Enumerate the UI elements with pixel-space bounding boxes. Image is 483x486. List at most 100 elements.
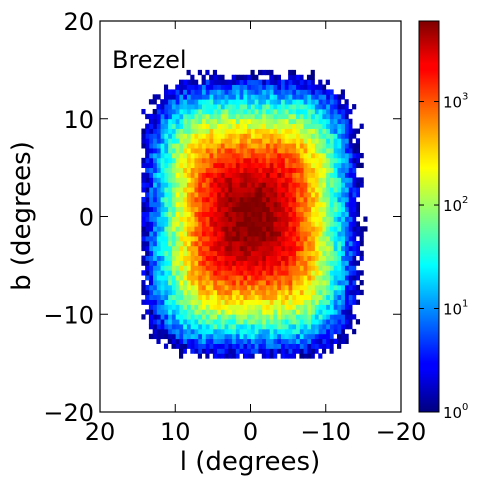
heatmap-cell-2789 (325, 108, 330, 115)
heatmap-cell-2657 (209, 123, 214, 129)
heatmap-cell-2187 (246, 162, 251, 169)
heatmap-cell-2275 (355, 152, 361, 159)
heatmap-cell-990 (163, 265, 169, 271)
heatmap-cell-1020 (265, 260, 270, 266)
heatmap-cell-717 (325, 284, 330, 291)
heatmap-cell-2618 (141, 128, 146, 134)
heatmap-cell-984 (186, 265, 191, 271)
heatmap-cell-835 (314, 275, 319, 281)
heatmap-cell-2051 (325, 172, 330, 178)
heatmap-cell-2466 (280, 138, 285, 144)
heatmap-cell-591 (148, 299, 154, 305)
heatmap-cell-614 (276, 294, 281, 300)
heatmap-cell-1293 (333, 236, 338, 242)
heatmap-cell-1432 (258, 226, 263, 232)
heatmap-cell-3037 (318, 84, 323, 90)
heatmap-cell-2448 (348, 138, 353, 144)
heatmap-cell-2633 (299, 123, 304, 129)
heatmap-cell-161 (329, 333, 334, 340)
heatmap-cell-1697 (352, 201, 357, 208)
heatmap-cell-2561 (355, 128, 361, 134)
heatmap-cell-869 (186, 275, 191, 281)
heatmap-cell-1226 (145, 245, 150, 252)
heatmap-cell-1186 (295, 245, 300, 252)
heatmap-cell-2196 (212, 162, 218, 169)
heatmap-cell-744 (224, 284, 229, 291)
heatmap-cell-233 (258, 328, 263, 335)
heatmap-cell-688 (216, 289, 221, 296)
heatmap-cell-565 (246, 299, 251, 305)
heatmap-cell-1242 (306, 240, 312, 247)
heatmap-cell-1092 (212, 255, 218, 261)
heatmap-cell-1482 (288, 221, 293, 227)
heatmap-cell-2100 (141, 172, 146, 178)
heatmap-cell-2143 (194, 167, 199, 173)
heatmap-cell-628 (224, 294, 229, 300)
heatmap-cell-58 (201, 348, 206, 354)
heatmap-cell-496 (295, 304, 300, 310)
heatmap-cell-2755 (246, 113, 251, 120)
heatmap-cell-384 (303, 314, 308, 320)
heatmap-cell-798 (239, 280, 244, 286)
heatmap-cell-94 (220, 343, 225, 349)
heatmap-cell-1989 (344, 177, 349, 183)
heatmap-cell-1955 (250, 182, 255, 188)
heatmap-cell-378 (325, 314, 330, 320)
heatmap-cell-2587 (258, 128, 263, 134)
heatmap-cell-938 (145, 270, 150, 276)
heatmap-cell-2536 (231, 133, 236, 139)
heatmap-cell-1146 (231, 250, 236, 256)
heatmap-cell-199 (186, 333, 191, 340)
heatmap-cell-1794 (201, 196, 206, 203)
heatmap-cell-1717 (276, 201, 281, 208)
heatmap-cell-2710 (216, 118, 221, 125)
heatmap-cell-2942 (333, 94, 338, 100)
heatmap-cell-52 (224, 348, 229, 354)
heatmap-cell-1732 (220, 201, 225, 208)
heatmap-cell-2849 (303, 104, 308, 110)
heatmap-cell-1671 (231, 206, 236, 213)
heatmap-cell-114 (325, 338, 330, 344)
heatmap-cell-1133 (280, 250, 285, 256)
heatmap-cell-2729 (344, 113, 349, 120)
heatmap-cell-2581 (280, 128, 285, 134)
heatmap-cell-1801 (175, 196, 180, 203)
heatmap-cell-1800 (179, 196, 184, 203)
heatmap-cell-1204 (227, 245, 233, 252)
heatmap-cell-2920 (224, 99, 229, 105)
heatmap-cell-2505 (348, 133, 353, 139)
heatmap-cell-2256 (205, 157, 210, 164)
heatmap-cell-1312 (261, 236, 266, 242)
heatmap-cell-2231 (299, 157, 304, 164)
heatmap-cell-1158 (186, 250, 191, 256)
heatmap-cell-578 (197, 299, 202, 305)
heatmap-cell-1982 (148, 182, 154, 188)
heatmap-cell-1097 (194, 255, 199, 261)
heatmap-cell-630 (216, 294, 221, 300)
heatmap-cell-1837 (258, 192, 263, 198)
heatmap-cell-989 (167, 265, 172, 271)
heatmap-cell-446 (276, 309, 281, 315)
heatmap-cell-1380 (227, 231, 233, 237)
heatmap-cell-1751 (148, 201, 154, 208)
heatmap-cell-2750 (265, 113, 270, 120)
heatmap-cell-567 (239, 299, 244, 305)
heatmap-cell-432 (329, 309, 334, 315)
heatmap-cell-1852 (201, 192, 206, 198)
heatmap-cell-952 (306, 265, 312, 271)
heatmap-cell-992 (156, 265, 161, 271)
heatmap-cell-128 (273, 338, 278, 344)
heatmap-cell-2776 (167, 113, 172, 120)
heatmap-cell-2175 (291, 162, 297, 169)
heatmap-cell-2504 (352, 133, 357, 139)
heatmap-cell-1034 (212, 260, 218, 266)
heatmap-cell-2207 (171, 162, 176, 169)
heatmap-cell-1180 (318, 245, 323, 252)
heatmap-cell-1965 (212, 182, 218, 188)
heatmap-cell-1580 (355, 211, 361, 217)
heatmap-cell-3138 (288, 69, 293, 76)
heatmap-cell-2178 (280, 162, 285, 169)
heatmap-cell-1693 (148, 206, 154, 213)
heatmap-cell-2221 (337, 157, 342, 164)
heatmap-cell-3131 (216, 74, 221, 81)
